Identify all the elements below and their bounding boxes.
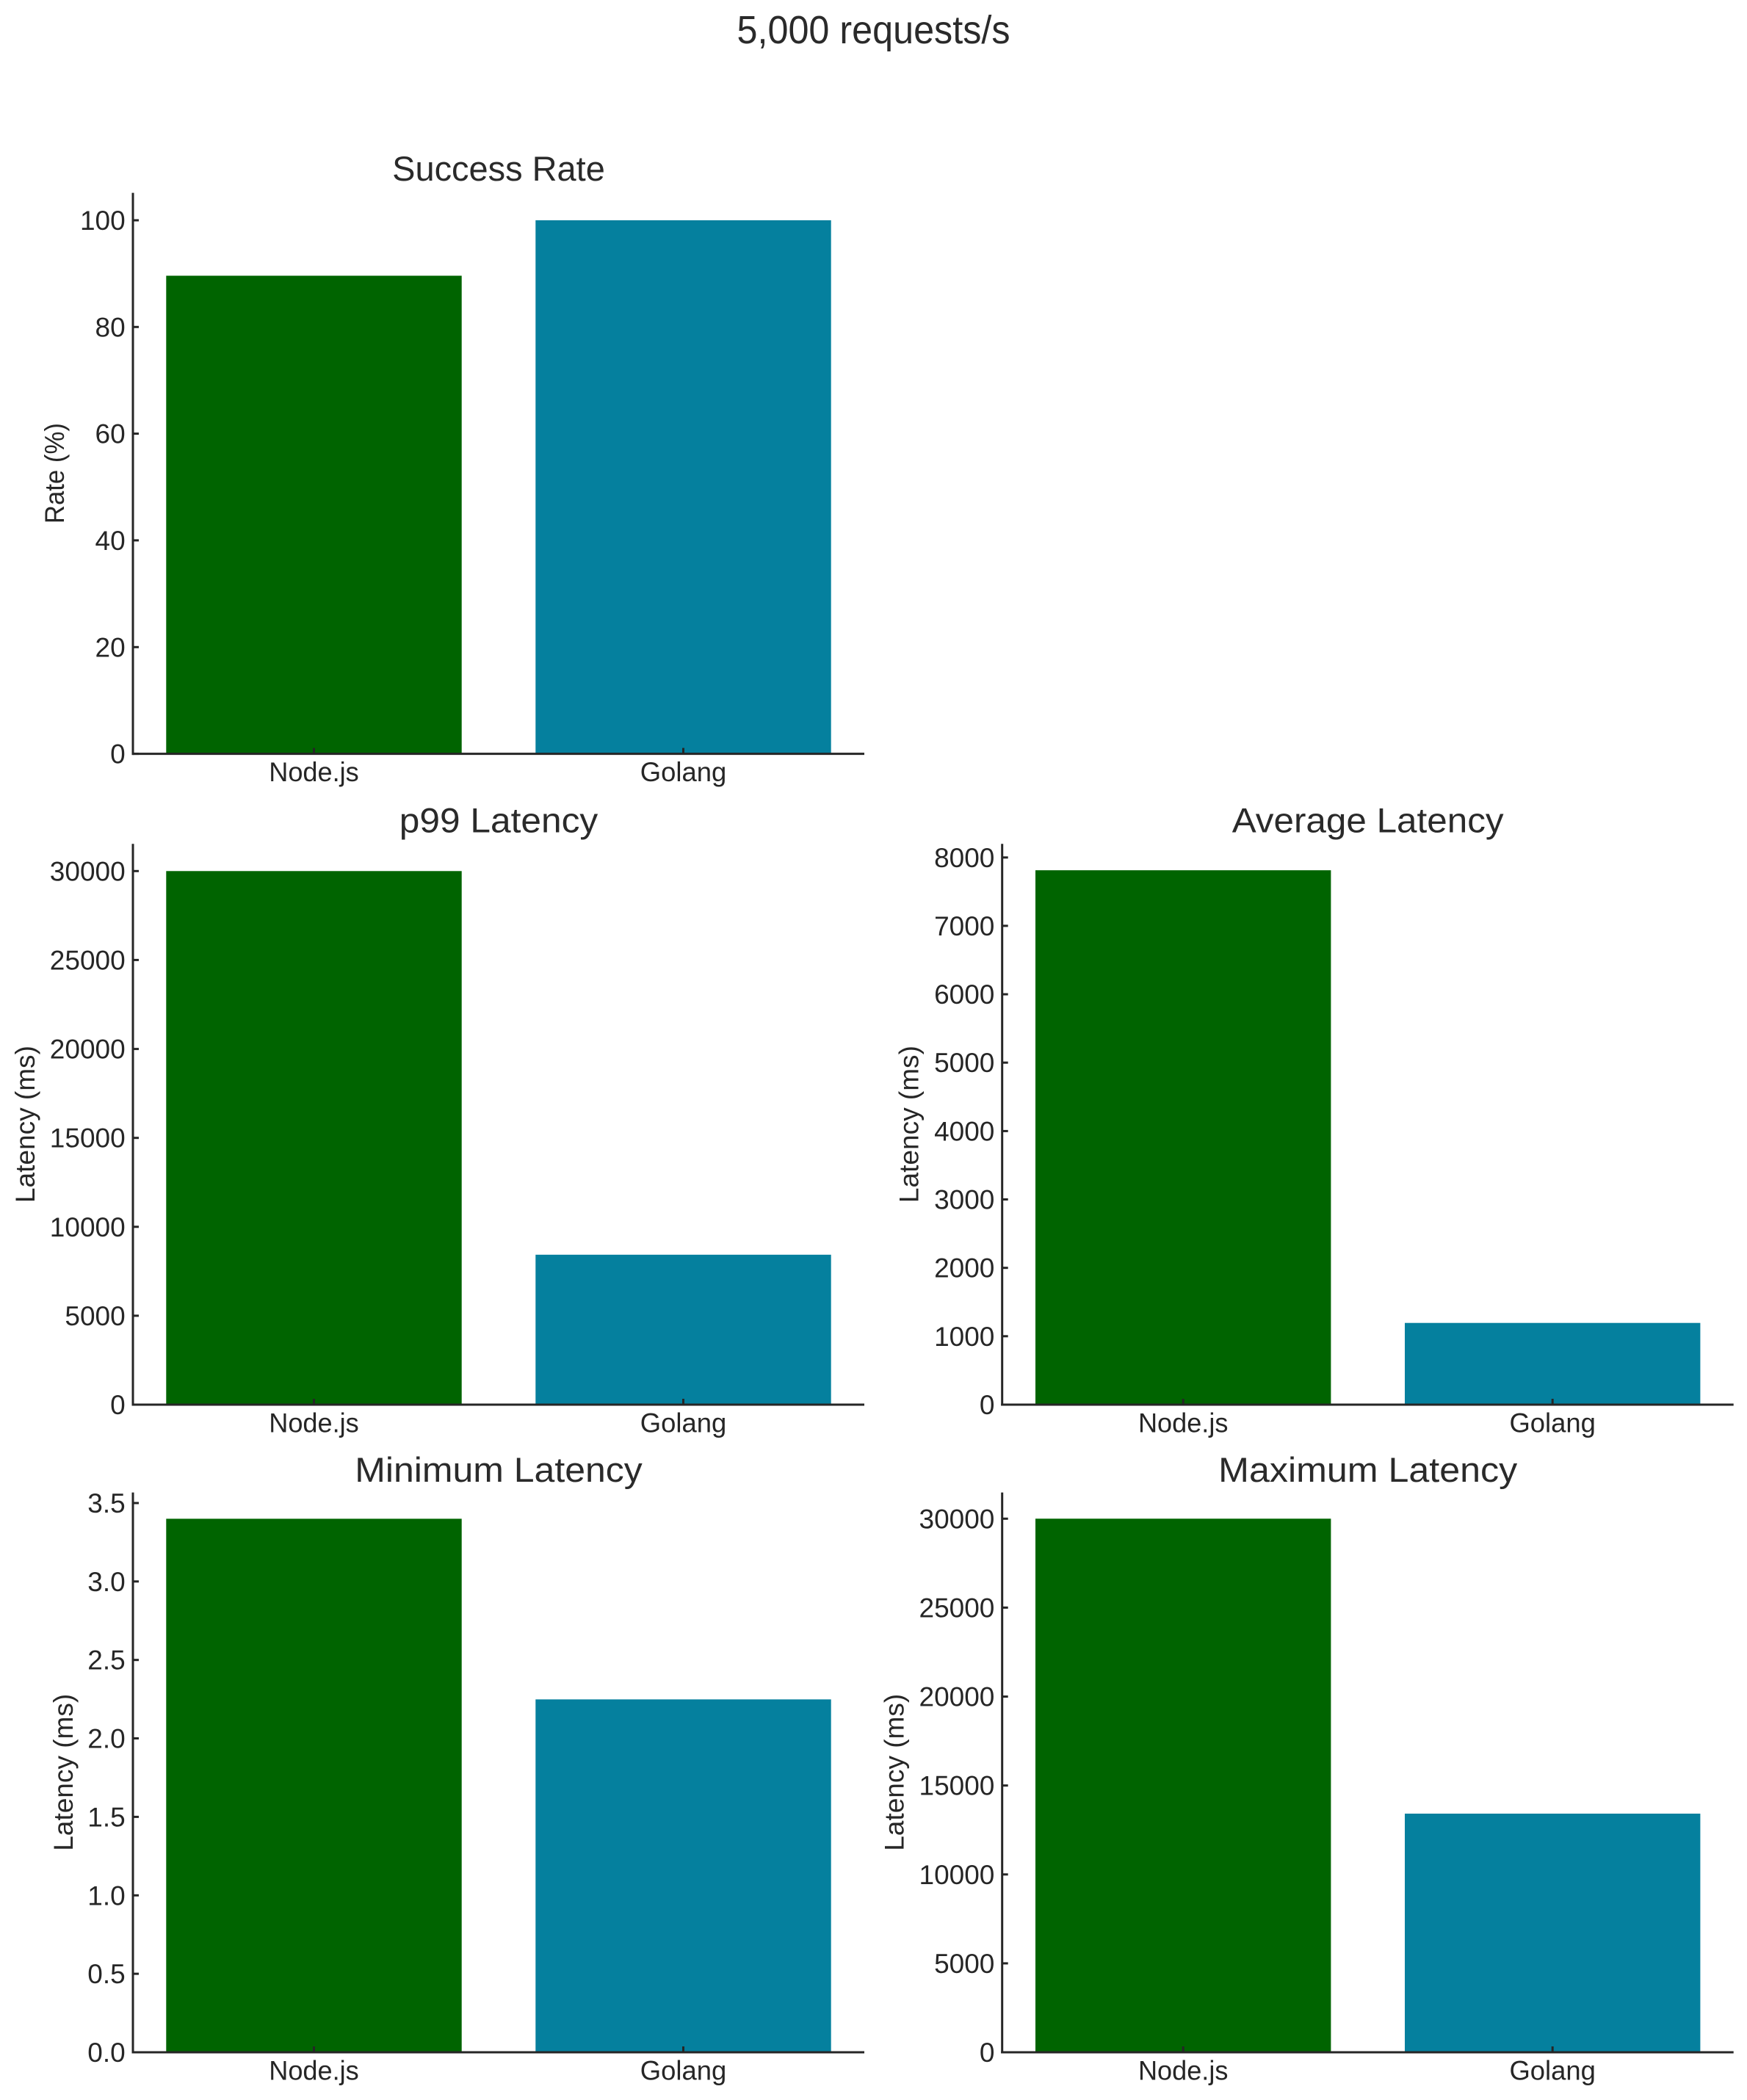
svg-text:0: 0 [110,1390,126,1420]
svg-text:1000: 1000 [934,1322,994,1352]
svg-text:Success Rate: Success Rate [392,149,605,188]
svg-text:15000: 15000 [919,1771,995,1801]
svg-text:3.0: 3.0 [87,1567,125,1597]
svg-text:25000: 25000 [50,945,126,975]
svg-text:60: 60 [95,419,126,449]
svg-text:7000: 7000 [934,911,994,941]
svg-text:Golang: Golang [640,1408,727,1438]
svg-text:0: 0 [980,2038,995,2068]
svg-text:15000: 15000 [50,1123,126,1154]
svg-text:5000: 5000 [65,1301,125,1331]
svg-text:Latency (ms): Latency (ms) [894,1046,925,1203]
svg-text:4000: 4000 [934,1116,994,1146]
svg-text:3.5: 3.5 [87,1488,125,1518]
svg-text:0.5: 0.5 [87,1959,125,1989]
svg-text:40: 40 [95,526,126,556]
svg-text:Maximum Latency: Maximum Latency [1218,1450,1518,1489]
svg-text:Node.js: Node.js [1138,1408,1229,1438]
svg-text:Latency (ms): Latency (ms) [48,1694,79,1851]
svg-text:6000: 6000 [934,980,994,1010]
svg-text:p99 Latency: p99 Latency [399,801,598,840]
svg-text:20: 20 [95,632,126,662]
svg-text:2000: 2000 [934,1253,994,1283]
svg-text:Minimum Latency: Minimum Latency [355,1450,643,1489]
svg-text:10000: 10000 [919,1860,995,1890]
svg-text:Average Latency: Average Latency [1232,801,1504,840]
svg-text:0: 0 [110,739,126,770]
svg-text:25000: 25000 [919,1593,995,1623]
svg-text:100: 100 [80,206,126,236]
svg-text:Node.js: Node.js [269,757,359,787]
svg-text:80: 80 [95,312,126,342]
svg-text:Rate (%): Rate (%) [40,423,70,524]
svg-text:30000: 30000 [50,856,126,886]
svg-text:Golang: Golang [640,757,727,787]
svg-text:1.0: 1.0 [87,1880,125,1911]
svg-text:30000: 30000 [919,1504,995,1534]
svg-text:Node.js: Node.js [269,2056,359,2086]
svg-text:5,000 requests/s: 5,000 requests/s [737,8,1010,52]
svg-text:Latency (ms): Latency (ms) [880,1694,910,1851]
svg-text:2.5: 2.5 [87,1645,125,1676]
svg-text:20000: 20000 [50,1035,126,1065]
svg-text:3000: 3000 [934,1185,994,1215]
svg-text:Node.js: Node.js [1138,2056,1229,2086]
svg-text:Golang: Golang [1509,2056,1596,2086]
svg-text:1.5: 1.5 [87,1802,125,1832]
svg-text:Golang: Golang [640,2056,727,2086]
svg-text:0.0: 0.0 [87,2038,125,2068]
svg-text:Node.js: Node.js [269,1408,359,1438]
svg-text:5000: 5000 [934,1949,994,1979]
svg-text:2.0: 2.0 [87,1724,125,1754]
svg-text:10000: 10000 [50,1212,126,1242]
svg-text:5000: 5000 [934,1048,994,1078]
svg-text:0: 0 [980,1390,995,1420]
svg-text:Golang: Golang [1509,1408,1596,1438]
svg-text:Latency (ms): Latency (ms) [10,1046,40,1203]
svg-text:8000: 8000 [934,843,994,873]
svg-text:20000: 20000 [919,1682,995,1712]
